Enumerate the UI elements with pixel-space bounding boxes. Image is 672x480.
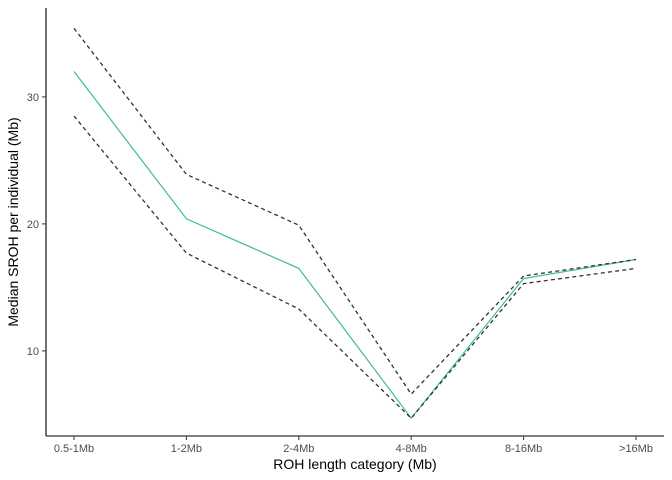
x-tick-label: 0.5-1Mb	[54, 443, 94, 455]
axes	[45, 8, 664, 437]
x-tick-label: >16Mb	[619, 443, 653, 455]
y-tick-label: 10	[27, 346, 39, 358]
y-tick-label: 20	[27, 219, 39, 231]
x-tick-label: 1-2Mb	[171, 443, 202, 455]
x-tick-label: 4-8Mb	[396, 443, 427, 455]
x-tick-label: 8-16Mb	[505, 443, 542, 455]
y-tick-label: 30	[27, 92, 39, 104]
x-tick-label: 2-4Mb	[283, 443, 314, 455]
y-ticks: 10 20 30	[27, 92, 46, 358]
y-axis-title: Median SROH per individual (Mb)	[5, 117, 21, 326]
series-line-median	[73, 71, 637, 420]
x-ticks: 0.5-1Mb 1-2Mb 2-4Mb 4-8Mb 8-16Mb >16Mb	[54, 436, 653, 455]
x-axis-title: ROH length category (Mb)	[273, 456, 436, 472]
series-line-lower	[73, 115, 637, 420]
series-line-upper	[73, 27, 637, 396]
series-lines	[73, 27, 637, 420]
